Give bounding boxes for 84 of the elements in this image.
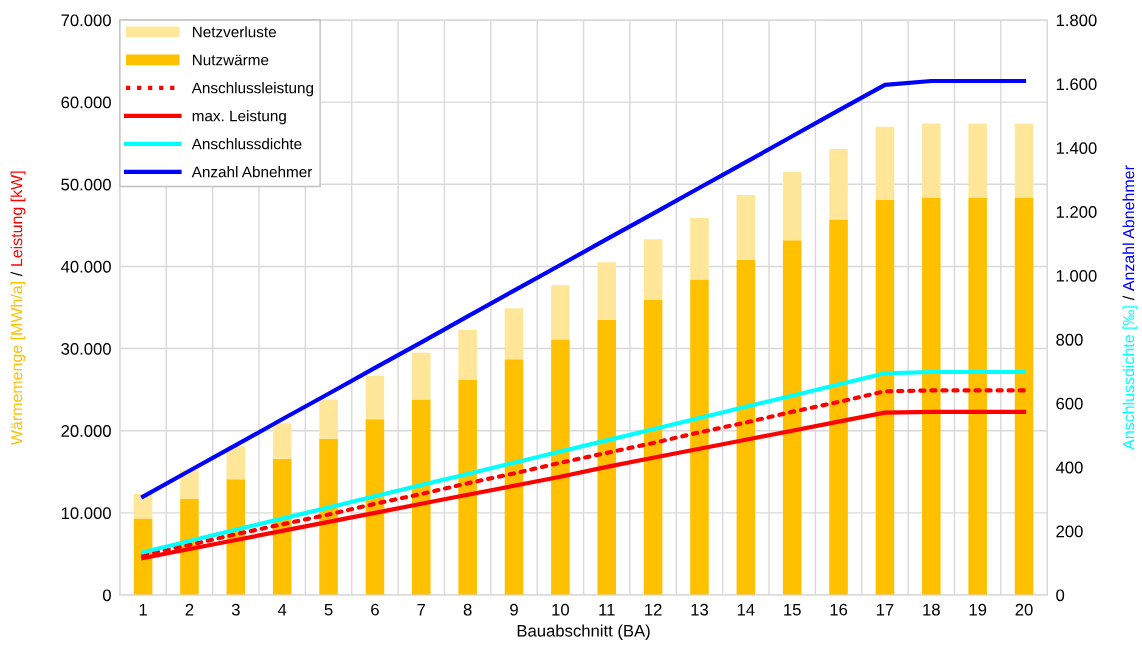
y-tick-label: 50.000 [61, 178, 111, 191]
bar [690, 217, 709, 280]
bar [968, 123, 987, 198]
bar [412, 399, 431, 595]
y-tick-label: 20.000 [61, 425, 111, 437]
bar [551, 285, 570, 340]
bar [782, 240, 802, 595]
bar [412, 352, 431, 400]
bar [643, 300, 663, 595]
x-tick-label: 10 [552, 603, 569, 616]
x-tick-label: 5 [324, 603, 333, 616]
bar [180, 470, 199, 499]
bar [643, 239, 663, 301]
bar [133, 493, 153, 519]
x-tick-label: 2 [185, 603, 194, 616]
bar [1014, 197, 1034, 595]
x-tick-label: 11 [599, 603, 615, 616]
bar [458, 379, 477, 595]
bar [551, 339, 570, 595]
bar [272, 423, 292, 459]
bar [829, 219, 848, 595]
y2-tick-label: 400 [1055, 461, 1083, 474]
bar [736, 259, 756, 595]
y-tick-label: 70.000 [61, 14, 111, 27]
y2-tick-label: 1.200 [1056, 206, 1097, 218]
x-tick-label: 4 [277, 603, 287, 616]
bar [458, 329, 477, 380]
x-tick-label: 14 [737, 603, 755, 616]
bar [504, 308, 524, 360]
y-tick-label: 30.000 [61, 342, 111, 355]
y2-tick-label: 200 [1056, 525, 1083, 538]
y2-tick-label: 1.800 [1056, 14, 1097, 27]
bar [319, 438, 338, 595]
bar [922, 123, 941, 198]
line-series [141, 78, 1027, 499]
x-tick-label: 16 [830, 603, 848, 616]
y2-tick-label: 800 [1056, 333, 1083, 346]
x-tick-label: 15 [784, 603, 801, 616]
legend-label: Nutzwärme [192, 54, 269, 66]
x-tick-label: 13 [691, 603, 709, 616]
bar [782, 171, 802, 241]
y-tick-label: 10.000 [61, 507, 111, 520]
y2-tick-label: 600 [1056, 397, 1083, 410]
legend-label: Netzverluste [192, 26, 276, 38]
bar [319, 399, 338, 439]
bar [597, 319, 617, 595]
legend-label: Anschlussleistung [191, 82, 314, 97]
legend-label: max. Leistung [192, 110, 286, 125]
bar [968, 197, 987, 595]
x-tick-label: 3 [231, 603, 240, 616]
x-tick-label: 20 [1015, 603, 1033, 616]
x-tick-label: 9 [510, 603, 518, 616]
bar [829, 148, 848, 220]
bar [922, 197, 941, 595]
y-tick-label: 60.000 [61, 96, 111, 109]
bar [597, 262, 617, 320]
bar [875, 199, 895, 595]
bar [875, 126, 895, 200]
bar [1014, 123, 1034, 198]
x-tick-label: 17 [876, 603, 894, 616]
y2-tick-label: 1.000 [1056, 269, 1097, 282]
bar [736, 194, 756, 260]
bar [690, 279, 709, 595]
y2-tick-label: 0 [1056, 589, 1065, 602]
legend-label: Anzahl Abnehmer [191, 166, 313, 178]
x-tick-label: 8 [463, 603, 472, 616]
x-tick-label: 18 [923, 603, 940, 616]
x-axis-title: Bauabschnitt (BA) [517, 624, 650, 640]
bar [365, 419, 385, 595]
y-tick-label: 0 [102, 589, 111, 602]
y2-axis-title: Anschlussdichte [‰] / Anzahl Abnehmer [1122, 165, 1138, 450]
bar [365, 375, 385, 420]
bar [226, 446, 246, 480]
x-tick-label: 1 [139, 603, 147, 616]
x-tick-label: 6 [371, 603, 379, 616]
x-tick-label: 19 [969, 603, 987, 616]
x-tick-label: 7 [417, 603, 426, 616]
y-axis-title: Wärmemenge [MWh/a] / Leistung [kW] [10, 171, 26, 446]
y2-tick-label: 1.400 [1056, 142, 1097, 154]
y-tick-label: 40.000 [60, 260, 111, 273]
legend-label: Anschlussdichte [191, 138, 302, 150]
y2-tick-label: 1.600 [1056, 78, 1097, 91]
bar [504, 359, 524, 595]
x-tick-label: 12 [645, 603, 662, 616]
